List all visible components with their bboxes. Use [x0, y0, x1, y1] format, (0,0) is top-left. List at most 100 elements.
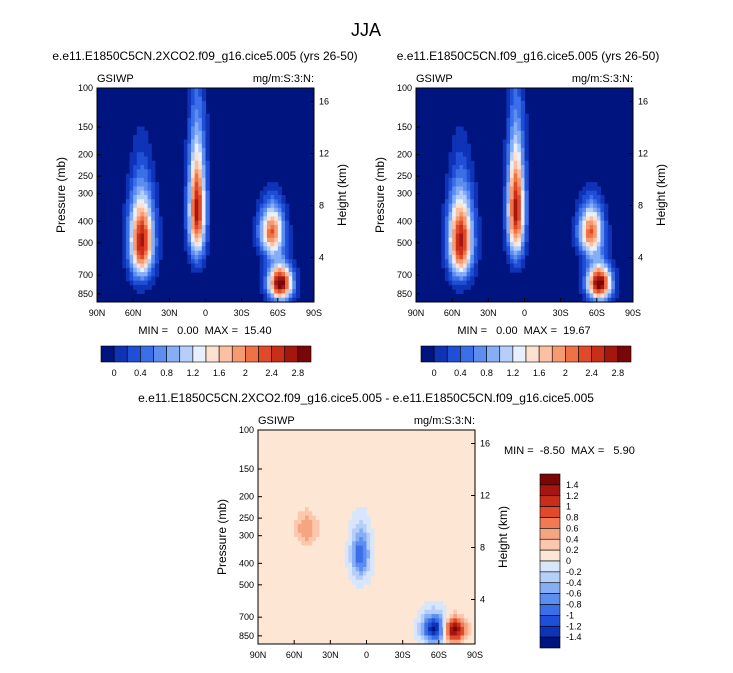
contour-cell [348, 575, 353, 581]
contour-cell [466, 254, 471, 260]
contour-cell [575, 224, 580, 230]
contour-cell [359, 528, 364, 534]
contour-cell [455, 276, 460, 282]
contour-cell [502, 143, 508, 149]
contour-cell [596, 289, 602, 295]
contour-cell [154, 182, 160, 188]
contour-cell [520, 224, 526, 230]
contour-cell [281, 203, 286, 209]
contour-cell [459, 152, 464, 158]
contour-cell [266, 224, 272, 230]
contour-cell [198, 143, 203, 149]
contour-cell [473, 233, 479, 239]
contour-cell [596, 250, 602, 256]
contour-cell [144, 147, 149, 153]
contour-cell [420, 639, 425, 645]
contour-cell [359, 537, 364, 542]
contour-cell [589, 237, 594, 243]
contour-cell [604, 272, 609, 277]
contour-cell [600, 242, 605, 247]
contour-cell [362, 566, 368, 572]
contour-cell [600, 199, 605, 205]
contour-cell [466, 263, 471, 269]
contour-cell [274, 237, 279, 243]
contour-cell [305, 507, 310, 512]
contour-cell [448, 250, 453, 256]
contour-cell [187, 237, 192, 243]
contour-cell [578, 224, 583, 230]
contour-cell [183, 199, 189, 205]
contour-cell [194, 195, 199, 200]
contour-cell [319, 511, 324, 517]
contour-cell [607, 237, 612, 243]
contour-cell [259, 272, 264, 277]
contour-cell [604, 212, 609, 217]
contour-cell [151, 207, 156, 213]
contour-cell [520, 126, 526, 132]
contour-cell [359, 511, 364, 517]
contour-cell [270, 182, 275, 188]
contour-cell [524, 135, 529, 140]
contour-cell [453, 605, 458, 611]
contour-cell [506, 126, 511, 132]
contour-cell [444, 242, 450, 247]
contour-cell [256, 212, 261, 217]
x-tick-label: 90N [408, 308, 425, 318]
contour-cell [194, 139, 199, 145]
contour-cell [456, 626, 462, 632]
contour-cell [312, 519, 317, 525]
contour-cell [502, 169, 508, 175]
colorbar-box [100, 345, 115, 363]
contour-cell [194, 259, 199, 265]
contour-cell [444, 173, 450, 179]
contour-cell [571, 229, 576, 235]
contour-cell [297, 537, 302, 542]
contour-cell [585, 233, 591, 239]
variable-label: GSIWP [416, 73, 453, 85]
contour-cell [266, 207, 272, 213]
contour-cell [510, 259, 515, 265]
contour-cell [466, 190, 471, 196]
contour-cell [520, 152, 526, 158]
contour-cell [467, 622, 472, 628]
contour-cell [460, 614, 465, 619]
contour-cell [359, 562, 364, 568]
contour-cell [205, 190, 210, 196]
contour-cell [506, 92, 511, 98]
contour-cell [452, 237, 457, 243]
contour-cell [506, 203, 511, 209]
contour-cell [506, 190, 511, 196]
contour-cell [582, 199, 587, 205]
contour-cell [441, 237, 446, 243]
contour-cell [438, 635, 444, 641]
contour-cell [277, 212, 283, 217]
contour-cell [136, 216, 141, 222]
contour-cell [144, 276, 149, 282]
y2-axis-label: Height (km) [654, 164, 668, 226]
contour-cell [315, 507, 321, 512]
contour-cell [456, 622, 462, 628]
contour-cell [424, 639, 429, 645]
contour-cell [144, 130, 149, 136]
contour-cell [517, 100, 522, 106]
figure-title: JJA [351, 20, 381, 40]
contour-cell [524, 195, 529, 200]
contour-cell [288, 280, 293, 286]
contour-cell [183, 143, 189, 149]
contour-cell [463, 276, 468, 282]
contour-cell [513, 100, 518, 106]
contour-cell [513, 259, 518, 265]
contour-cell [455, 263, 460, 269]
contour-cell [270, 293, 275, 299]
contour-cell [297, 545, 302, 551]
contour-cell [420, 635, 425, 641]
contour-cell [194, 190, 199, 196]
colorbar-box [525, 345, 540, 363]
contour-cell [263, 246, 268, 252]
colorbar-box [245, 345, 259, 363]
contour-cell [456, 609, 462, 615]
contour-cell [466, 276, 471, 282]
contour-cell [470, 224, 475, 230]
contour-cell [187, 156, 192, 162]
contour-cell [455, 267, 460, 273]
